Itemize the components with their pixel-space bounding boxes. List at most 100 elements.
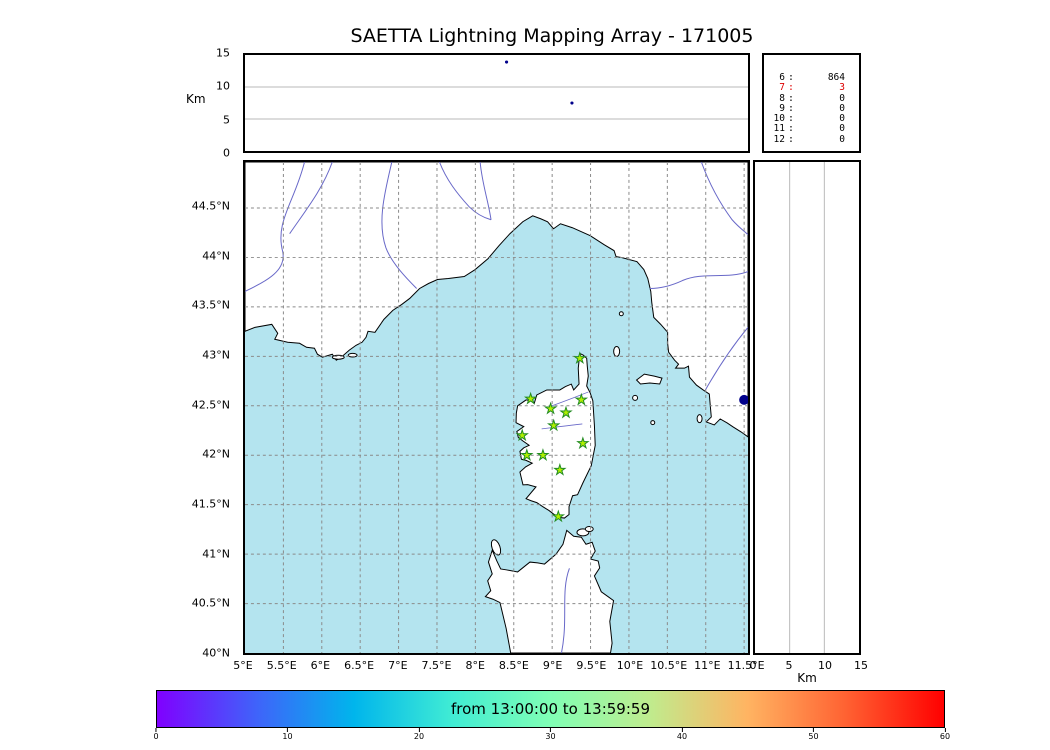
- colorbar-tick: 30: [545, 728, 556, 742]
- lon-tick-label: 6.5°E: [344, 659, 375, 672]
- colorbar-tick: 0: [153, 728, 159, 742]
- lon-tick-label: 8°E: [465, 659, 485, 672]
- lma-station-star: [559, 405, 573, 419]
- colorbar-label: from 13:00:00 to 13:59:59: [450, 700, 650, 718]
- station-count-cell: 11: [773, 123, 785, 135]
- island-porquerolles: [331, 354, 345, 360]
- altitude-source-dot: [504, 60, 509, 64]
- altitude-time-panel: [243, 53, 750, 153]
- lat-tick-label: 42.5°N: [191, 398, 230, 412]
- lon-tick-label: 8.5°E: [498, 659, 529, 672]
- lma-station-star: [543, 401, 558, 415]
- island-asinara: [490, 539, 502, 556]
- river-ombrone: [704, 327, 748, 391]
- island-montecristo: [650, 420, 656, 426]
- latitude-axis-ticks: 44.5°N 44°N 43.5°N 43°N 42.5°N 42°N 41.5°N 41°N…: [168, 160, 236, 660]
- lon-tick-label: 7.5°E: [421, 659, 452, 672]
- station-count-cell: 0: [839, 133, 845, 145]
- station-count-row: 6: 864: [770, 72, 853, 83]
- longitude-axis-ticks: 5°E 5.5°E 6°E 6.5°E 7°E 7.5°E 8°E 8.5°E 9°E 9.5°E…: [233, 659, 764, 673]
- colorbar-tick-mark: [944, 728, 946, 732]
- km-axis-ticks: 0 5 10 15: [750, 659, 869, 673]
- altitude-tick-label: 0: [223, 146, 230, 160]
- colorbar-tick: 10: [282, 728, 293, 742]
- river-durance: [245, 162, 306, 292]
- lon-tick-label: 7°E: [388, 659, 408, 672]
- station-count-cell: :: [788, 133, 794, 145]
- station-count-cell: 0: [839, 102, 845, 114]
- island-pianosa: [632, 394, 639, 401]
- river-upper-arno: [700, 162, 748, 236]
- lat-tick-label: 43.5°N: [191, 298, 230, 312]
- station-count-cell: 7: [779, 82, 785, 94]
- lat-tick-label: 43°N: [202, 348, 230, 362]
- plan-view-map: [245, 162, 748, 653]
- river-branch: [289, 162, 333, 234]
- lon-tick-label: 10°E: [616, 659, 644, 672]
- altitude-source-dot: [570, 101, 574, 105]
- colorbar-tick-label: 0: [153, 732, 159, 741]
- island-giglio: [696, 414, 703, 424]
- lon-tick-label: 11°E: [694, 659, 721, 672]
- station-count-row: 8: 0: [770, 92, 853, 104]
- altitude-latitude-panel: [753, 160, 861, 655]
- station-count-row: 10: 0: [770, 113, 853, 125]
- lon-tick-label: 9.5°E: [576, 659, 607, 672]
- map-gridlines: [245, 162, 748, 653]
- altitude-tick-label: 10: [216, 79, 230, 93]
- river-sardinia: [560, 568, 570, 653]
- station-count-cell: 864: [827, 72, 845, 83]
- colorbar-tick: 60: [940, 728, 950, 742]
- colorbar-tick-mark: [155, 728, 157, 732]
- station-markers-layer: [515, 351, 590, 523]
- colorbar-tick-label: 40: [676, 732, 688, 741]
- altitude-latitude-plot: [789, 162, 825, 653]
- lma-station-star: [573, 351, 587, 365]
- colorbar-tick-label: 60: [939, 732, 951, 741]
- river-arno: [649, 271, 748, 289]
- colorbar-tick-label: 20: [413, 732, 425, 741]
- station-count-row: 7: 3: [770, 82, 853, 94]
- lon-tick-label: 6°E: [310, 659, 331, 672]
- altitude-tick-label: 5: [223, 113, 230, 127]
- lat-tick-label: 40.5°N: [191, 596, 230, 610]
- station-count-row: 11: 0: [770, 123, 853, 135]
- lon-tick-label: 10.5°E: [650, 659, 688, 672]
- altitude-axis-ticks: 15 10 5 0: [198, 47, 234, 160]
- figure-title: SAETTA Lightning Mapping Array - 171005: [350, 25, 754, 47]
- colorbar-tick: 20: [414, 728, 424, 742]
- station-count-cell: :: [788, 123, 794, 135]
- station-count-cell: :: [788, 82, 794, 94]
- colorbar-axis-ticks: 0 10 20 30 40 50 60: [153, 728, 950, 746]
- station-count-cell: :: [788, 72, 794, 83]
- lon-tick-label: 9°E: [542, 659, 563, 672]
- plan-view-map-panel: [243, 160, 750, 655]
- station-counts-list: 6: 864 7: 3 8: 0 9: 0 10: 0 11: 0 12: 0: [770, 72, 853, 145]
- station-count-cell: 9: [779, 102, 785, 114]
- station-count-cell: 0: [839, 92, 845, 104]
- rivers: [245, 162, 748, 653]
- lon-tick-label: 5.5°E: [266, 659, 297, 672]
- station-count-cell: :: [788, 102, 794, 114]
- altitude-tick-label: 15: [216, 46, 230, 60]
- lma-station-star: [553, 462, 567, 476]
- colorbar-tick-label: 30: [545, 732, 556, 741]
- colorbar-tick-mark: [418, 728, 420, 732]
- station-count-cell: :: [788, 92, 794, 104]
- altitude-axis-unit-label: Km: [186, 92, 206, 106]
- colorbar-tick-label: 10: [282, 732, 293, 741]
- station-count-row: 12: 0: [770, 133, 853, 145]
- lma-station-star: [536, 448, 550, 461]
- time-colorbar: from 13:00:00 to 13:59:59: [156, 690, 945, 728]
- station-count-cell: 12: [773, 133, 785, 145]
- lightning-sources-layer: [739, 394, 748, 405]
- station-count-cell: 10: [773, 113, 785, 125]
- island-capraia: [613, 345, 621, 357]
- colorbar-tick-mark: [813, 728, 814, 732]
- lon-tick-label: 5°E: [233, 659, 253, 672]
- river-var: [381, 162, 417, 289]
- lat-tick-label: 40°N: [202, 646, 230, 660]
- station-count-cell: :: [788, 113, 794, 125]
- colorbar-tick-mark: [681, 728, 683, 732]
